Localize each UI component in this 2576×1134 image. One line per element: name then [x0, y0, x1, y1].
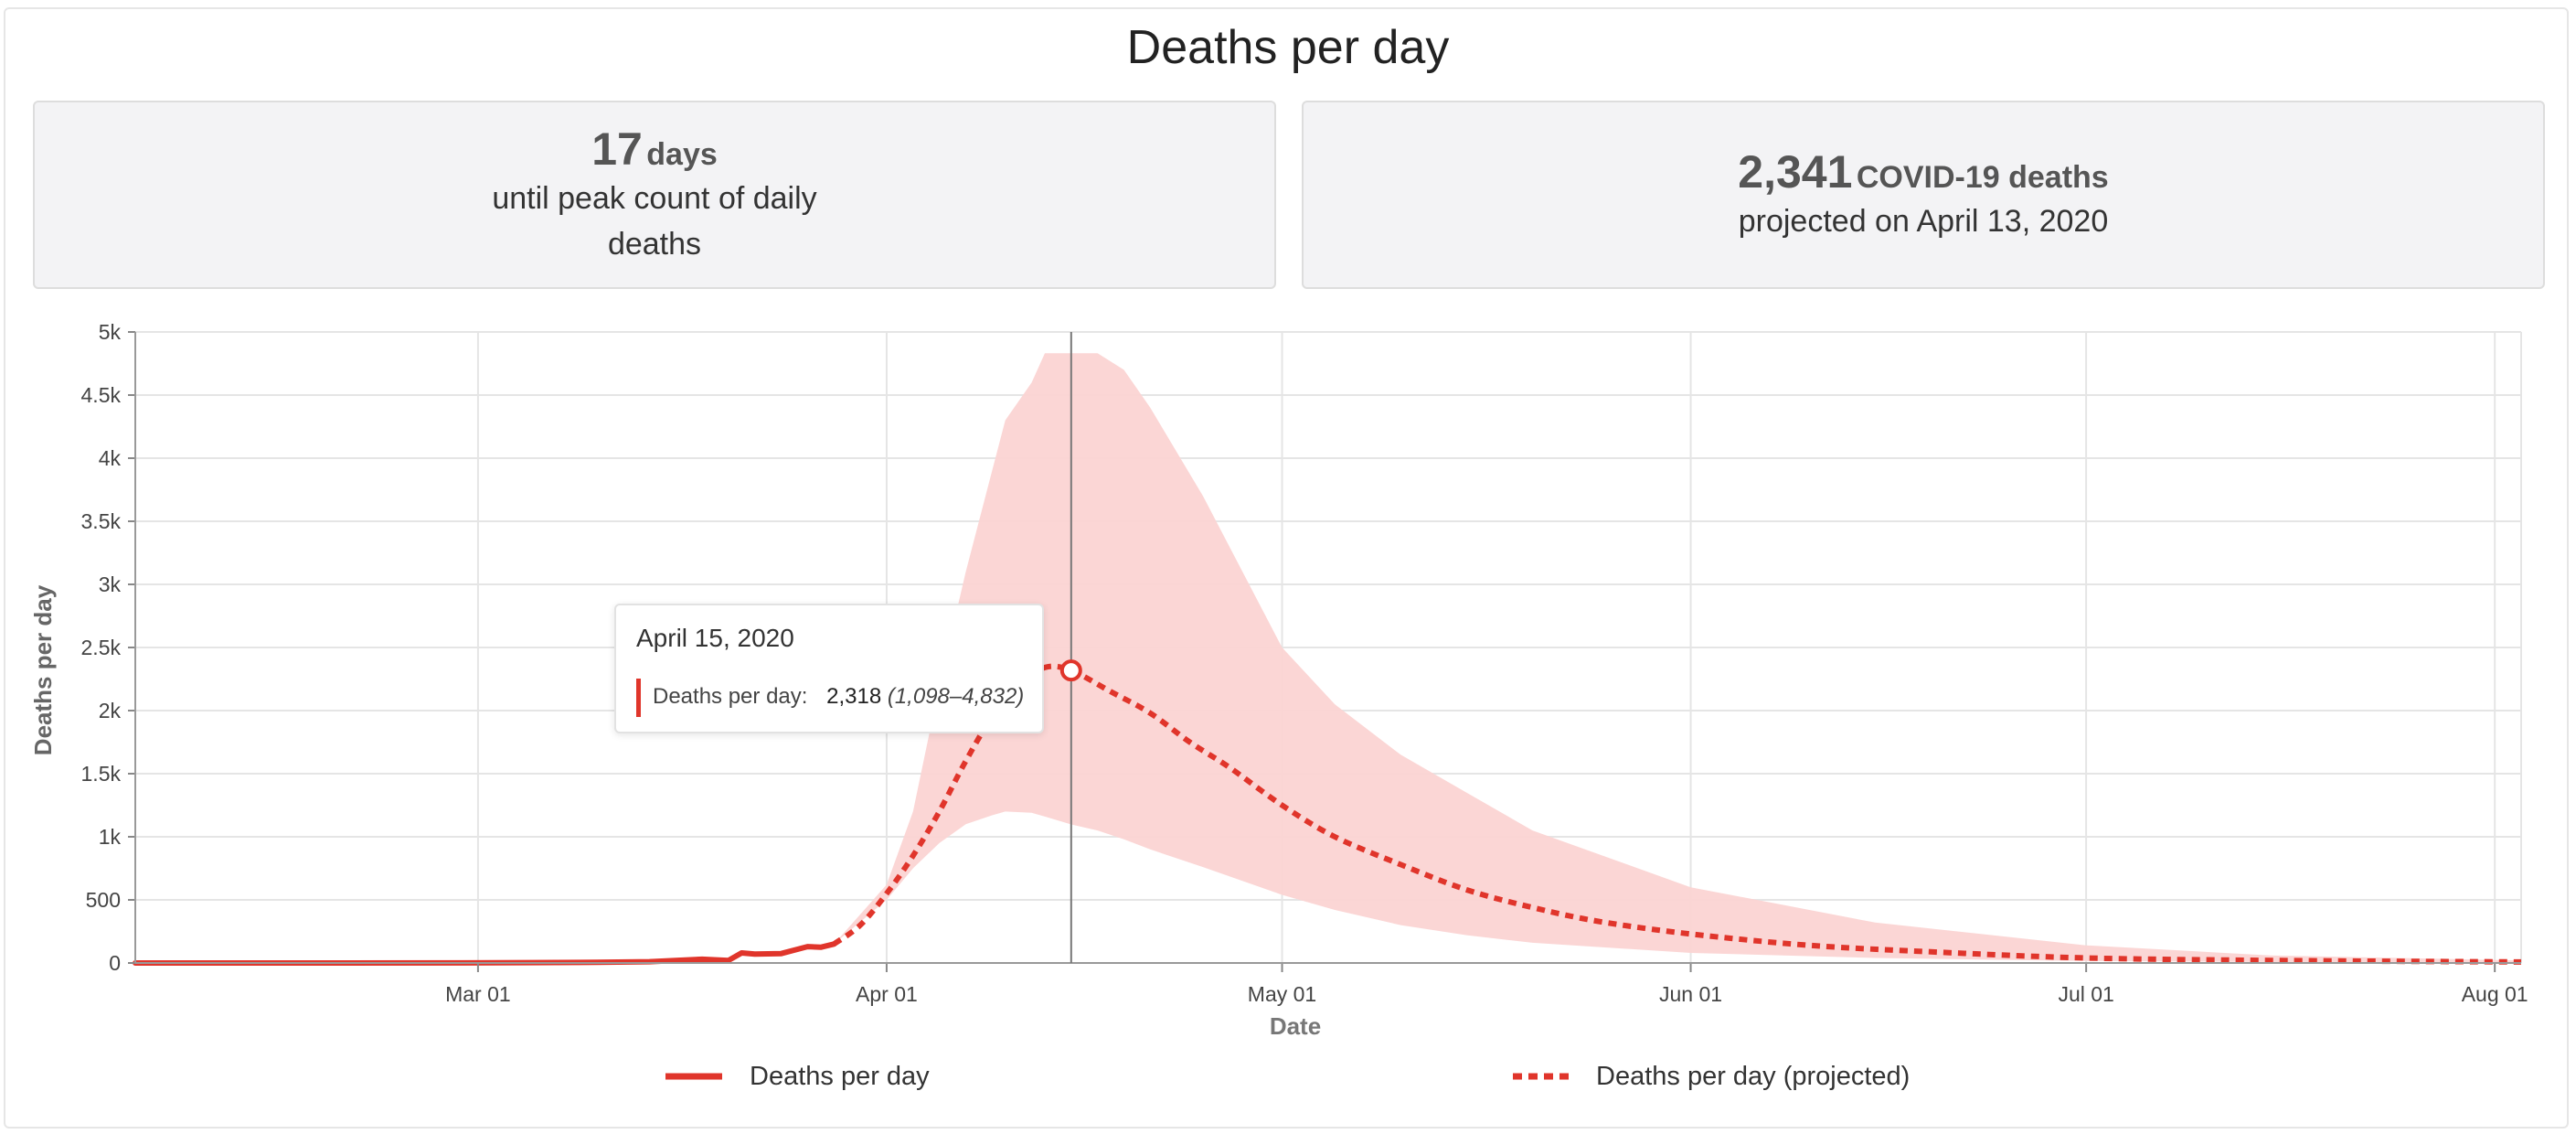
- y-tick-label: 2k: [99, 699, 122, 722]
- x-tick-label: Apr 01: [856, 982, 918, 1006]
- tooltip-row: Deaths per day: 2,318 (1,098–4,832): [653, 684, 1024, 710]
- y-tick-label: 500: [86, 888, 121, 912]
- peak-days-figure: 17 days: [591, 123, 718, 176]
- y-tick-label: 2.5k: [81, 636, 122, 659]
- y-tick-label: 4.5k: [81, 383, 122, 407]
- projected-deaths-unit: COVID-19 deaths: [1856, 160, 2109, 195]
- y-axis-label: Deaths per day: [29, 584, 57, 755]
- series-line-deaths: [133, 941, 837, 966]
- legend: Deaths per day Deaths per day (projected…: [665, 1062, 1910, 1091]
- peak-days-caption: until peak count of daily deaths: [492, 181, 817, 262]
- x-tick-label: May 01: [1248, 982, 1316, 1006]
- legend-label-projected: Deaths per day (projected): [1596, 1062, 1910, 1091]
- projected-deaths-card: 2,341 COVID-19 deaths projected on April…: [1302, 101, 2545, 289]
- x-axis-label: Date: [1270, 1012, 1321, 1040]
- x-tick-label: Mar 01: [445, 982, 511, 1006]
- y-tick-label: 3.5k: [81, 509, 122, 533]
- y-tick-label: 1k: [99, 825, 122, 849]
- x-tick-label: Jun 01: [1659, 982, 1722, 1006]
- y-tick-label: 4k: [99, 446, 122, 470]
- tooltip-series-marker: [636, 679, 641, 717]
- x-tick-label: Aug 01: [2462, 982, 2528, 1006]
- tooltip-value: 2,318: [826, 684, 882, 709]
- tooltip-range: (1,098–4,832): [887, 684, 1025, 709]
- projected-deaths-figure: 2,341 COVID-19 deaths: [1738, 145, 2108, 198]
- legend-label-deaths: Deaths per day: [750, 1062, 930, 1091]
- y-tick-label: 1.5k: [81, 762, 122, 786]
- tooltip-label: Deaths per day:: [653, 684, 808, 709]
- uncertainty-band: [834, 353, 2521, 963]
- page-title: Deaths per day: [1126, 21, 1450, 74]
- projected-deaths-number: 2,341: [1738, 146, 1853, 198]
- tooltip-date: April 15, 2020: [636, 624, 794, 652]
- legend-item-projected[interactable]: Deaths per day (projected): [1513, 1062, 1910, 1091]
- highlight-point[interactable]: [1059, 659, 1082, 682]
- series-line-projected: [832, 663, 2522, 965]
- peak-days-card: 17 days until peak count of daily deaths: [33, 101, 1276, 289]
- y-tick-label: 5k: [99, 320, 122, 344]
- x-tick-label: Jul 01: [2058, 982, 2113, 1006]
- y-tick-label: 3k: [99, 572, 122, 596]
- peak-days-number: 17: [591, 123, 643, 175]
- legend-item-deaths[interactable]: Deaths per day: [665, 1062, 930, 1091]
- peak-days-unit: days: [646, 137, 718, 172]
- chart-panel: [4, 7, 2569, 1129]
- y-tick-label: 0: [109, 951, 121, 975]
- data-tooltip: April 15, 2020 Deaths per day: 2,318 (1,…: [614, 604, 1044, 733]
- projected-deaths-caption: projected on April 13, 2020: [1738, 204, 2109, 239]
